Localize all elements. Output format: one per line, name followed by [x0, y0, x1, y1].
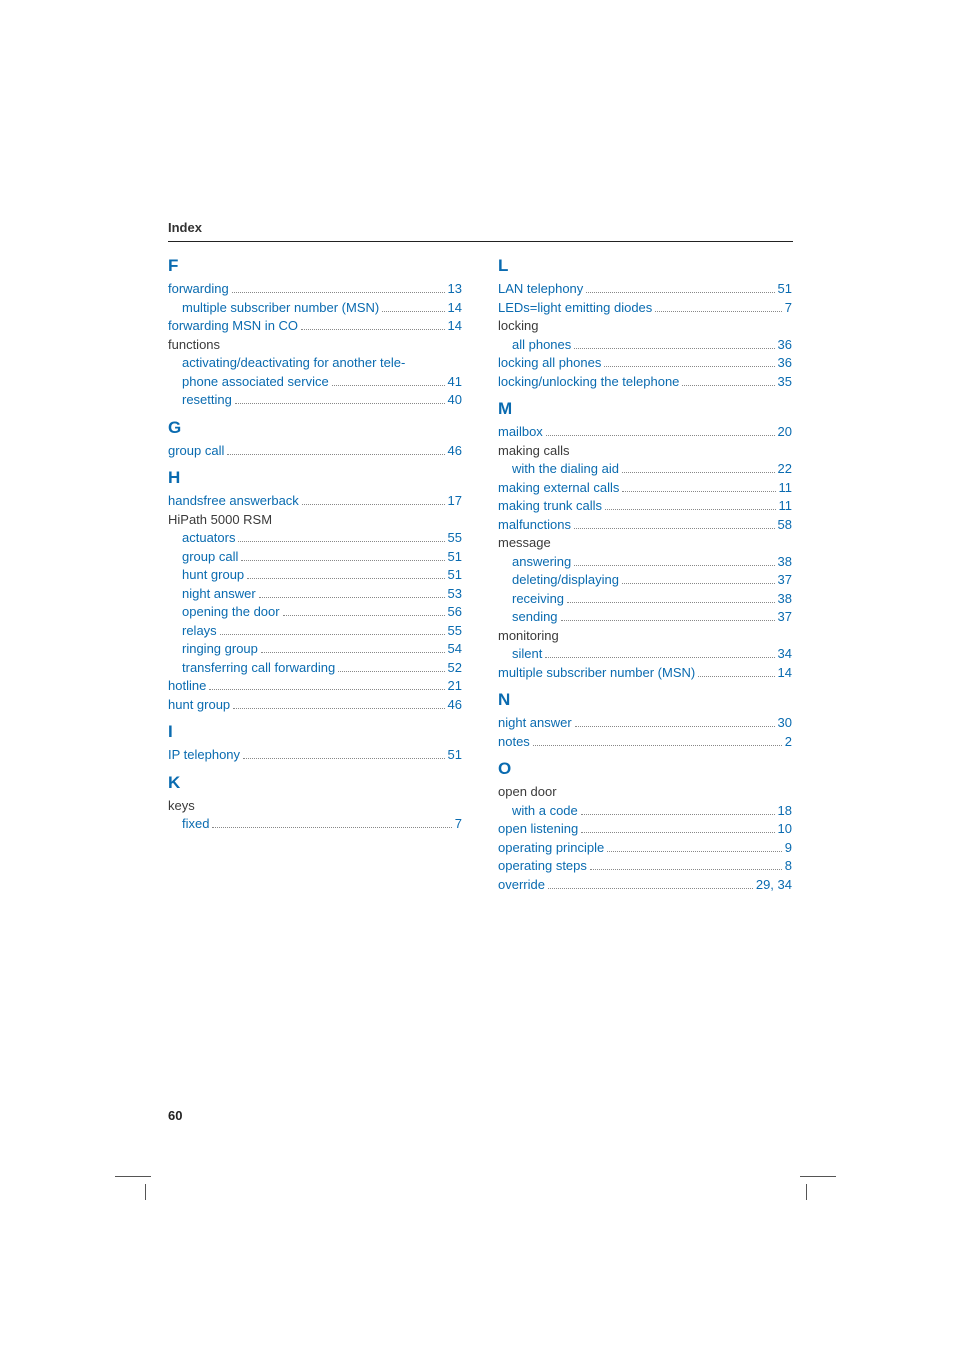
index-entry[interactable]: locking all phones36 [498, 354, 792, 373]
index-section-letter: I [168, 722, 462, 742]
index-entry[interactable]: actuators55 [168, 529, 462, 548]
index-entry[interactable]: group call46 [168, 442, 462, 461]
index-entry: making calls [498, 442, 792, 461]
index-section-letter: N [498, 690, 792, 710]
index-entry[interactable]: relays55 [168, 622, 462, 641]
index-entry[interactable]: phone associated service41 [168, 373, 462, 392]
crop-mark-right [800, 1176, 836, 1198]
index-entry[interactable]: hotline21 [168, 677, 462, 696]
index-entry[interactable]: notes2 [498, 733, 792, 752]
index-entry[interactable]: all phones36 [498, 336, 792, 355]
index-section-letter: L [498, 256, 792, 276]
index-entry[interactable]: answering38 [498, 553, 792, 572]
index-entry[interactable]: hunt group46 [168, 696, 462, 715]
index-entry[interactable]: locking/unlocking the telephone35 [498, 373, 792, 392]
index-section-letter: G [168, 418, 462, 438]
index-entry[interactable]: LAN telephony51 [498, 280, 792, 299]
index-entry[interactable]: ringing group54 [168, 640, 462, 659]
index-left-column: Fforwarding13multiple subscriber number … [168, 256, 462, 894]
index-entry[interactable]: making trunk calls11 [498, 497, 792, 516]
index-section-letter: H [168, 468, 462, 488]
index-entry[interactable]: receiving38 [498, 590, 792, 609]
index-entry[interactable]: handsfree answerback17 [168, 492, 462, 511]
index-entry[interactable]: activating/deactivating for another tele… [168, 354, 462, 373]
index-entry[interactable]: with a code18 [498, 802, 792, 821]
index-entry[interactable]: multiple subscriber number (MSN)14 [168, 299, 462, 318]
index-right-column: L LAN telephony51LEDs=light emitting diod… [498, 256, 792, 894]
index-section-letter: F [168, 256, 462, 276]
index-page: Index Fforwarding13multiple subscriber n… [168, 220, 793, 894]
index-section-letter: K [168, 773, 462, 793]
index-entry[interactable]: operating steps8 [498, 857, 792, 876]
index-section-letter: O [498, 759, 792, 779]
index-entry[interactable]: night answer53 [168, 585, 462, 604]
index-entry[interactable]: group call51 [168, 548, 462, 567]
index-entry: open door [498, 783, 792, 802]
page-number: 60 [168, 1108, 182, 1123]
index-entry[interactable]: mailbox20 [498, 423, 792, 442]
index-entry[interactable]: sending37 [498, 608, 792, 627]
index-entry[interactable]: hunt group51 [168, 566, 462, 585]
index-entry[interactable]: transferring call forwarding52 [168, 659, 462, 678]
index-columns: Fforwarding13multiple subscriber number … [168, 256, 793, 894]
index-entry[interactable]: making external calls11 [498, 479, 792, 498]
index-entry[interactable]: override29, 34 [498, 876, 792, 895]
index-entry[interactable]: night answer30 [498, 714, 792, 733]
index-entry: HiPath 5000 RSM [168, 511, 462, 530]
index-entry[interactable]: forwarding13 [168, 280, 462, 299]
index-section-letter: M [498, 399, 792, 419]
index-entry[interactable]: LEDs=light emitting diodes7 [498, 299, 792, 318]
index-entry: message [498, 534, 792, 553]
index-entry: keys [168, 797, 462, 816]
index-entry[interactable]: fixed7 [168, 815, 462, 834]
index-entry[interactable]: forwarding MSN in CO14 [168, 317, 462, 336]
index-entry[interactable]: multiple subscriber number (MSN)14 [498, 664, 792, 683]
page-header-title: Index [168, 220, 793, 241]
index-entry[interactable]: resetting40 [168, 391, 462, 410]
index-entry[interactable]: IP telephony51 [168, 746, 462, 765]
index-entry[interactable]: silent34 [498, 645, 792, 664]
index-entry[interactable]: malfunctions58 [498, 516, 792, 535]
index-entry: locking [498, 317, 792, 336]
index-entry[interactable]: deleting/displaying37 [498, 571, 792, 590]
index-entry: functions [168, 336, 462, 355]
crop-mark-left [115, 1176, 151, 1198]
index-entry[interactable]: operating principle9 [498, 839, 792, 858]
index-entry[interactable]: opening the door56 [168, 603, 462, 622]
index-entry[interactable]: open listening10 [498, 820, 792, 839]
index-entry: monitoring [498, 627, 792, 646]
index-entry[interactable]: with the dialing aid22 [498, 460, 792, 479]
header-rule [168, 241, 793, 242]
